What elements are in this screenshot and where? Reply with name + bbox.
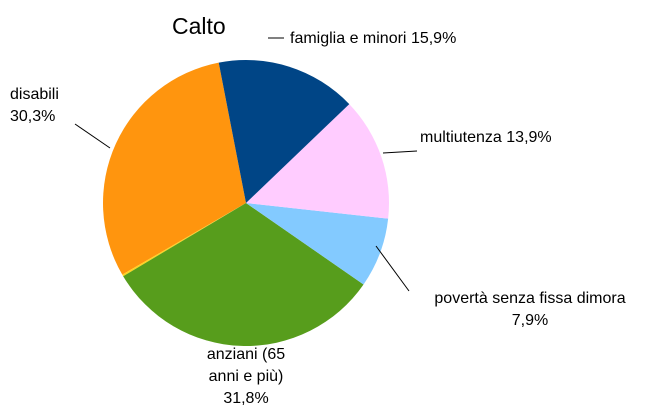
leader-line [375,245,410,292]
leader-line [74,123,111,149]
leader-lines [74,37,418,292]
slice-label: multiutenza 13,9% [420,127,552,149]
value-label: 15,9% [410,30,457,47]
leader-line [382,150,418,154]
category-label: famiglia e minori [290,30,407,47]
pie-slice [123,203,364,346]
pie-slice [246,203,389,285]
slice-label: famiglia e minori 15,9% [290,28,456,50]
pie-slice [122,203,246,277]
value-label: 7,9% [511,312,549,329]
category-label: multiutenza [420,129,502,146]
pie-slice [102,62,246,275]
chart-title: Calto [172,13,226,39]
category-label: disabili [10,86,59,103]
slice-label: disabili 30,3% [10,84,59,128]
pie-slice [218,59,350,203]
pie-slice [246,104,389,219]
value-label: 31,8% [223,390,269,407]
slice-label: povertà senza fissa dimora 7,9% [400,288,656,332]
category-label: povertà senza fissa dimora [434,290,626,307]
slice-label: anziani (65 anni e più) 31,8% [190,344,302,408]
value-label: 30,3% [10,108,56,125]
value-label: 13,9% [506,129,552,146]
category-label: anziani (65 anni e più) [206,346,286,385]
